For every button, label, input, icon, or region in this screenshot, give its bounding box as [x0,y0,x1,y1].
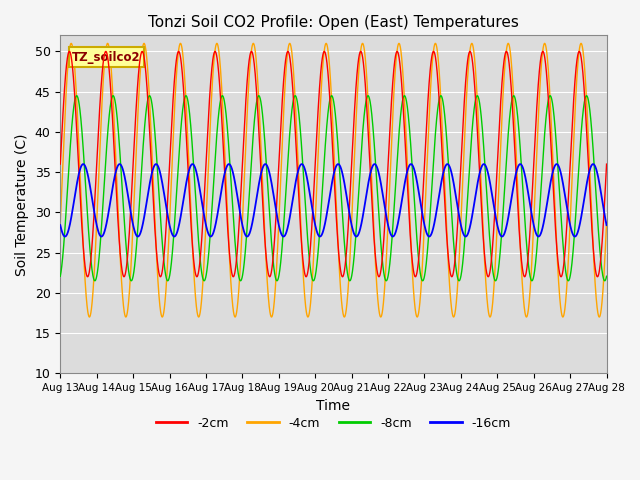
Legend: -2cm, -4cm, -8cm, -16cm: -2cm, -4cm, -8cm, -16cm [151,412,516,435]
X-axis label: Time: Time [316,398,351,413]
Title: Tonzi Soil CO2 Profile: Open (East) Temperatures: Tonzi Soil CO2 Profile: Open (East) Temp… [148,15,519,30]
Text: TZ_soilco2: TZ_soilco2 [72,50,141,63]
Y-axis label: Soil Temperature (C): Soil Temperature (C) [15,133,29,276]
